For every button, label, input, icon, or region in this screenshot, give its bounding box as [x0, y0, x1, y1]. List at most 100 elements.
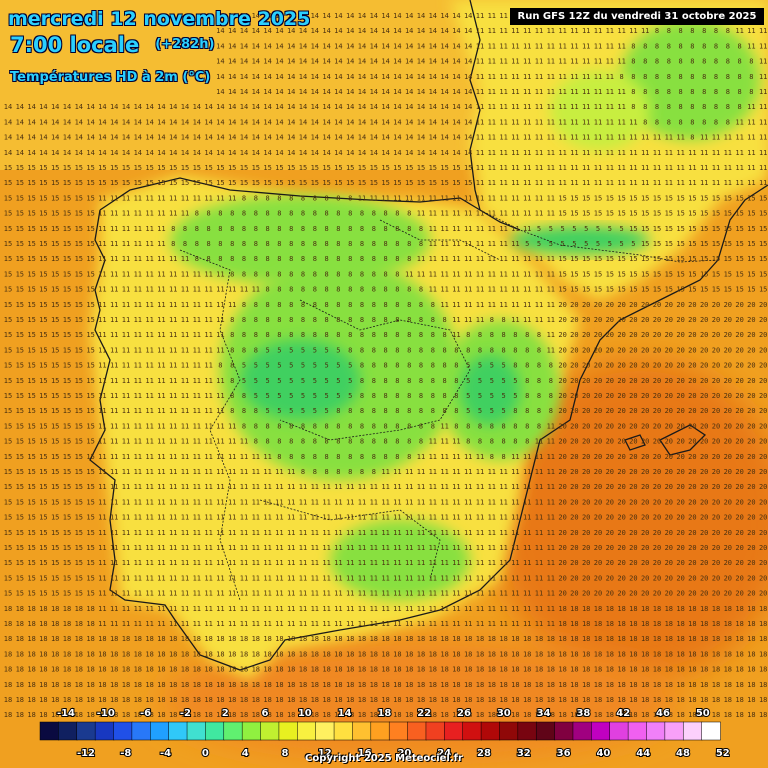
grid-value: 11: [157, 468, 165, 476]
grid-value: 11: [476, 194, 484, 202]
grid-value: 11: [145, 544, 153, 552]
grid-value: 8: [714, 118, 718, 126]
grid-value: 20: [747, 574, 755, 582]
grid-value: 11: [334, 605, 342, 613]
grid-value: 11: [204, 453, 212, 461]
grid-value: 11: [228, 286, 236, 294]
grid-value: 15: [4, 468, 12, 476]
grid-value: 11: [193, 574, 201, 582]
grid-value: 18: [535, 711, 543, 719]
grid-value: 20: [570, 559, 578, 567]
grid-value: 15: [51, 407, 59, 415]
grid-value: 20: [582, 514, 590, 522]
grid-value: 11: [110, 392, 118, 400]
grid-value: 15: [747, 270, 755, 278]
grid-value: 8: [454, 407, 458, 415]
grid-value: 18: [535, 666, 543, 674]
grid-value: 20: [735, 529, 743, 537]
grid-value: 18: [547, 650, 555, 658]
grid-value: 8: [372, 331, 376, 339]
grid-value: 11: [98, 225, 106, 233]
grid-value: 18: [169, 696, 177, 704]
grid-value: 11: [193, 407, 201, 415]
grid-value: 8: [277, 210, 281, 218]
grid-value: 14: [252, 118, 260, 126]
grid-value: 11: [547, 422, 555, 430]
grid-value: 8: [478, 346, 482, 354]
grid-value: 18: [204, 696, 212, 704]
grid-value: 8: [348, 225, 352, 233]
grid-value: 8: [324, 438, 328, 446]
grid-value: 20: [747, 468, 755, 476]
grid-value: 11: [547, 134, 555, 142]
grid-value: 8: [206, 225, 210, 233]
grid-value: 18: [193, 711, 201, 719]
grid-value: 15: [747, 255, 755, 263]
grid-value: 11: [381, 620, 389, 628]
grid-value: 15: [86, 164, 94, 172]
grid-value: 14: [381, 88, 389, 96]
grid-value: 15: [39, 498, 47, 506]
grid-value: 18: [700, 711, 708, 719]
grid-value: 20: [629, 453, 637, 461]
grid-value: 15: [759, 255, 767, 263]
grid-value: 20: [594, 498, 602, 506]
grid-value: 11: [511, 134, 519, 142]
grid-value: 20: [665, 362, 673, 370]
grid-value: 11: [535, 255, 543, 263]
legend-swatch: [150, 721, 170, 741]
grid-value: 11: [145, 255, 153, 263]
grid-value: 20: [700, 590, 708, 598]
grid-value: 20: [617, 438, 625, 446]
grid-value: 11: [122, 270, 130, 278]
grid-value: 11: [134, 453, 142, 461]
grid-value: 11: [523, 88, 531, 96]
grid-value: 11: [582, 134, 590, 142]
grid-value: 20: [570, 590, 578, 598]
grid-value: 5: [348, 377, 352, 385]
grid-value: 11: [98, 194, 106, 202]
grid-value: 18: [322, 650, 330, 658]
grid-value: 18: [499, 681, 507, 689]
grid-value: 11: [204, 620, 212, 628]
grid-value: 8: [301, 438, 305, 446]
grid-value: 8: [419, 346, 423, 354]
grid-value: 14: [440, 118, 448, 126]
grid-value: 11: [122, 346, 130, 354]
grid-value: 15: [712, 225, 720, 233]
grid-value: 5: [277, 392, 281, 400]
grid-value: 14: [39, 103, 47, 111]
grid-value: 18: [747, 666, 755, 674]
grid-value: 15: [39, 194, 47, 202]
grid-value: 18: [617, 605, 625, 613]
grid-value: 20: [582, 529, 590, 537]
grid-value: 20: [688, 407, 696, 415]
grid-value: 11: [358, 574, 366, 582]
grid-value: 18: [98, 666, 106, 674]
grid-value: 20: [617, 468, 625, 476]
grid-value: 8: [360, 407, 364, 415]
grid-value: 18: [275, 696, 283, 704]
grid-value: 11: [122, 392, 130, 400]
grid-value: 11: [535, 194, 543, 202]
legend-label-top: 26: [457, 708, 471, 719]
grid-value: 11: [429, 210, 437, 218]
grid-value: 15: [63, 346, 71, 354]
grid-value: 20: [629, 331, 637, 339]
grid-value: 15: [16, 438, 24, 446]
grid-value: 14: [358, 88, 366, 96]
grid-value: 20: [665, 590, 673, 598]
grid-value: 8: [195, 210, 199, 218]
grid-value: 20: [641, 514, 649, 522]
grid-value: 11: [759, 103, 767, 111]
grid-value: 15: [287, 179, 295, 187]
grid-value: 15: [51, 210, 59, 218]
grid-value: 14: [216, 42, 224, 50]
grid-value: 11: [476, 286, 484, 294]
grid-value: 20: [724, 514, 732, 522]
grid-value: 15: [86, 498, 94, 506]
grid-value: 11: [617, 103, 625, 111]
grid-value: 11: [570, 58, 578, 66]
grid-value: 11: [157, 331, 165, 339]
grid-value: 11: [110, 377, 118, 385]
